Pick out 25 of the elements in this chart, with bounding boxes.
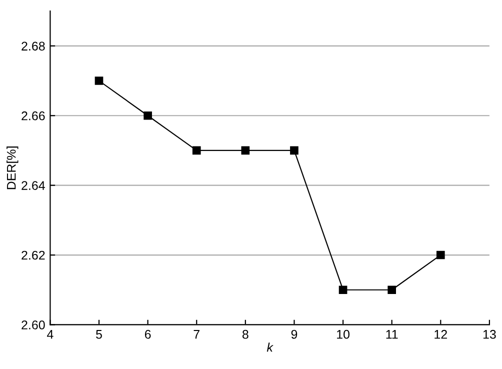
- x-tick-label: 7: [194, 330, 200, 339]
- point: [436, 250, 445, 260]
- y-tick-label: 2.62: [22, 250, 45, 260]
- point: [388, 286, 396, 294]
- point: [144, 111, 152, 120]
- x-tick-label: 10: [337, 330, 350, 339]
- y-tick-label: 2.60: [22, 320, 45, 330]
- point: [241, 146, 250, 155]
- point: [290, 146, 298, 155]
- y-tick-label: 2.66: [22, 111, 45, 120]
- x-tick-label: 8: [242, 330, 248, 339]
- point: [192, 146, 201, 155]
- x-tick-label: 6: [144, 330, 151, 339]
- y-tick-label: 2.68: [22, 42, 45, 51]
- x-tick-label: 11: [386, 330, 398, 339]
- y-axis-title: DER[%]: [6, 146, 18, 190]
- x-axis-title: k: [266, 342, 274, 352]
- y-tick-label: 2.64: [22, 181, 45, 190]
- x-tick-label: 4: [47, 330, 54, 339]
- x-tick-label: 5: [96, 330, 102, 339]
- point: [338, 286, 348, 294]
- point: [94, 76, 104, 85]
- x-tick-label: 13: [483, 330, 496, 339]
- x-tick-label: 9: [291, 330, 298, 339]
- x-tick-label: 12: [434, 330, 447, 339]
